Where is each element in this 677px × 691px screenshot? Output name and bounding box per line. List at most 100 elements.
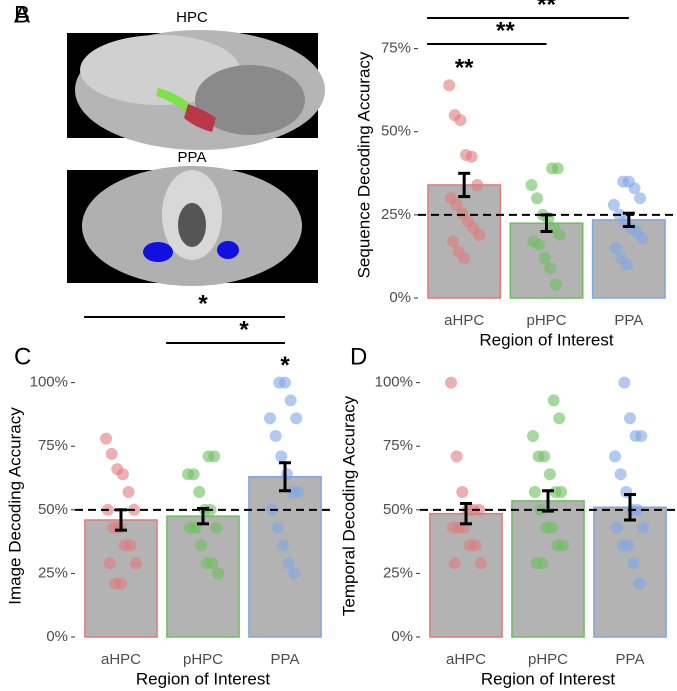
- data-point: [528, 486, 541, 499]
- data-point: [551, 162, 564, 175]
- significance-mark: **: [537, 0, 556, 18]
- data-point: [631, 503, 644, 516]
- y-tick-label: 50%: [381, 123, 411, 140]
- data-point: [536, 557, 549, 570]
- y-tick-label: 75%: [38, 437, 68, 454]
- data-point: [458, 252, 471, 265]
- y-tick-label: 100%: [30, 374, 68, 391]
- brain-image: [67, 30, 325, 150]
- data-point: [275, 450, 288, 463]
- y-tick-label: 0%: [389, 289, 411, 306]
- data-point: [544, 262, 557, 275]
- data-point: [557, 539, 569, 552]
- x-tick-label: pHPC: [526, 312, 566, 329]
- y-tick-label: 50%: [38, 501, 68, 518]
- x-axis-title: Region of Interest: [136, 669, 270, 688]
- x-tick-label: PPA: [616, 651, 645, 668]
- data-point: [622, 539, 635, 552]
- data-point: [292, 486, 305, 499]
- data-point: [627, 557, 640, 570]
- panel-label: D: [350, 343, 367, 370]
- y-tick-label: 0%: [391, 628, 413, 645]
- panel-label: C: [14, 343, 31, 370]
- data-point: [280, 468, 293, 481]
- y-axis-title: Sequence Decoding Accuracy: [354, 51, 373, 278]
- panel-label: B: [14, 1, 30, 28]
- data-point: [538, 252, 551, 265]
- data-point: [538, 450, 551, 463]
- data-point: [448, 557, 461, 570]
- bar: [429, 512, 503, 638]
- x-tick-label: pHPC: [528, 651, 568, 668]
- y-tick-label: 25%: [38, 564, 68, 581]
- data-point: [547, 394, 560, 407]
- data-point: [454, 114, 467, 127]
- data-point: [469, 539, 482, 552]
- significance-mark: *: [239, 316, 249, 343]
- data-point: [279, 376, 291, 389]
- bar: [511, 500, 585, 638]
- significance-mark: **: [496, 17, 515, 44]
- data-point: [553, 228, 566, 241]
- bar: [166, 515, 240, 638]
- data-point: [628, 182, 641, 195]
- data-point: [634, 192, 647, 205]
- y-tick-label: 25%: [383, 564, 413, 581]
- data-point: [635, 232, 648, 245]
- data-point: [609, 450, 621, 463]
- x-axis-title: Region of Interest: [479, 330, 613, 349]
- data-point: [450, 450, 463, 463]
- bar: [593, 506, 667, 638]
- y-axis-title: Image Decoding Accuracy: [5, 407, 24, 605]
- data-point: [545, 521, 558, 534]
- data-point: [195, 539, 208, 552]
- brain-image: [67, 166, 318, 286]
- data-point: [446, 235, 459, 248]
- data-point: [633, 577, 646, 590]
- data-point: [193, 486, 206, 499]
- data-point: [527, 430, 539, 443]
- data-point: [130, 557, 142, 570]
- data-point: [210, 521, 223, 534]
- image-title: HPC: [176, 9, 208, 26]
- data-point: [277, 539, 290, 552]
- data-point: [531, 192, 544, 205]
- data-point: [635, 430, 648, 443]
- data-point: [525, 178, 538, 191]
- data-point: [618, 376, 631, 389]
- data-point: [637, 521, 650, 534]
- data-point: [271, 521, 284, 534]
- data-point: [122, 486, 135, 499]
- data-point: [187, 468, 200, 481]
- y-tick-label: 50%: [383, 501, 413, 518]
- y-tick-label: 0%: [46, 628, 68, 645]
- x-tick-label: pHPC: [183, 651, 223, 668]
- data-point: [284, 394, 297, 407]
- data-point: [624, 412, 636, 425]
- data-point: [124, 539, 137, 552]
- data-point: [609, 242, 622, 255]
- significance-mark: *: [198, 290, 208, 317]
- data-point: [269, 430, 282, 443]
- significance-mark: **: [455, 55, 474, 82]
- x-tick-label: aHPC: [444, 312, 484, 329]
- y-tick-label: 75%: [381, 40, 411, 57]
- data-point: [288, 567, 301, 580]
- x-tick-label: aHPC: [101, 651, 141, 668]
- panel-label: A: [14, 1, 30, 28]
- y-tick-label: 100%: [375, 374, 413, 391]
- bar: [248, 475, 322, 638]
- data-point: [471, 178, 484, 191]
- data-point: [473, 228, 486, 241]
- x-tick-label: PPA: [271, 651, 300, 668]
- significance-mark: *: [280, 352, 290, 379]
- image-title: PPA: [178, 149, 207, 166]
- y-tick-label: 25%: [381, 206, 411, 223]
- data-point: [206, 557, 219, 570]
- data-point: [105, 447, 118, 460]
- data-point: [116, 468, 129, 481]
- data-point: [620, 258, 633, 271]
- data-point: [212, 567, 224, 580]
- y-axis-title: Temporal Decoding Accuracy: [339, 395, 358, 616]
